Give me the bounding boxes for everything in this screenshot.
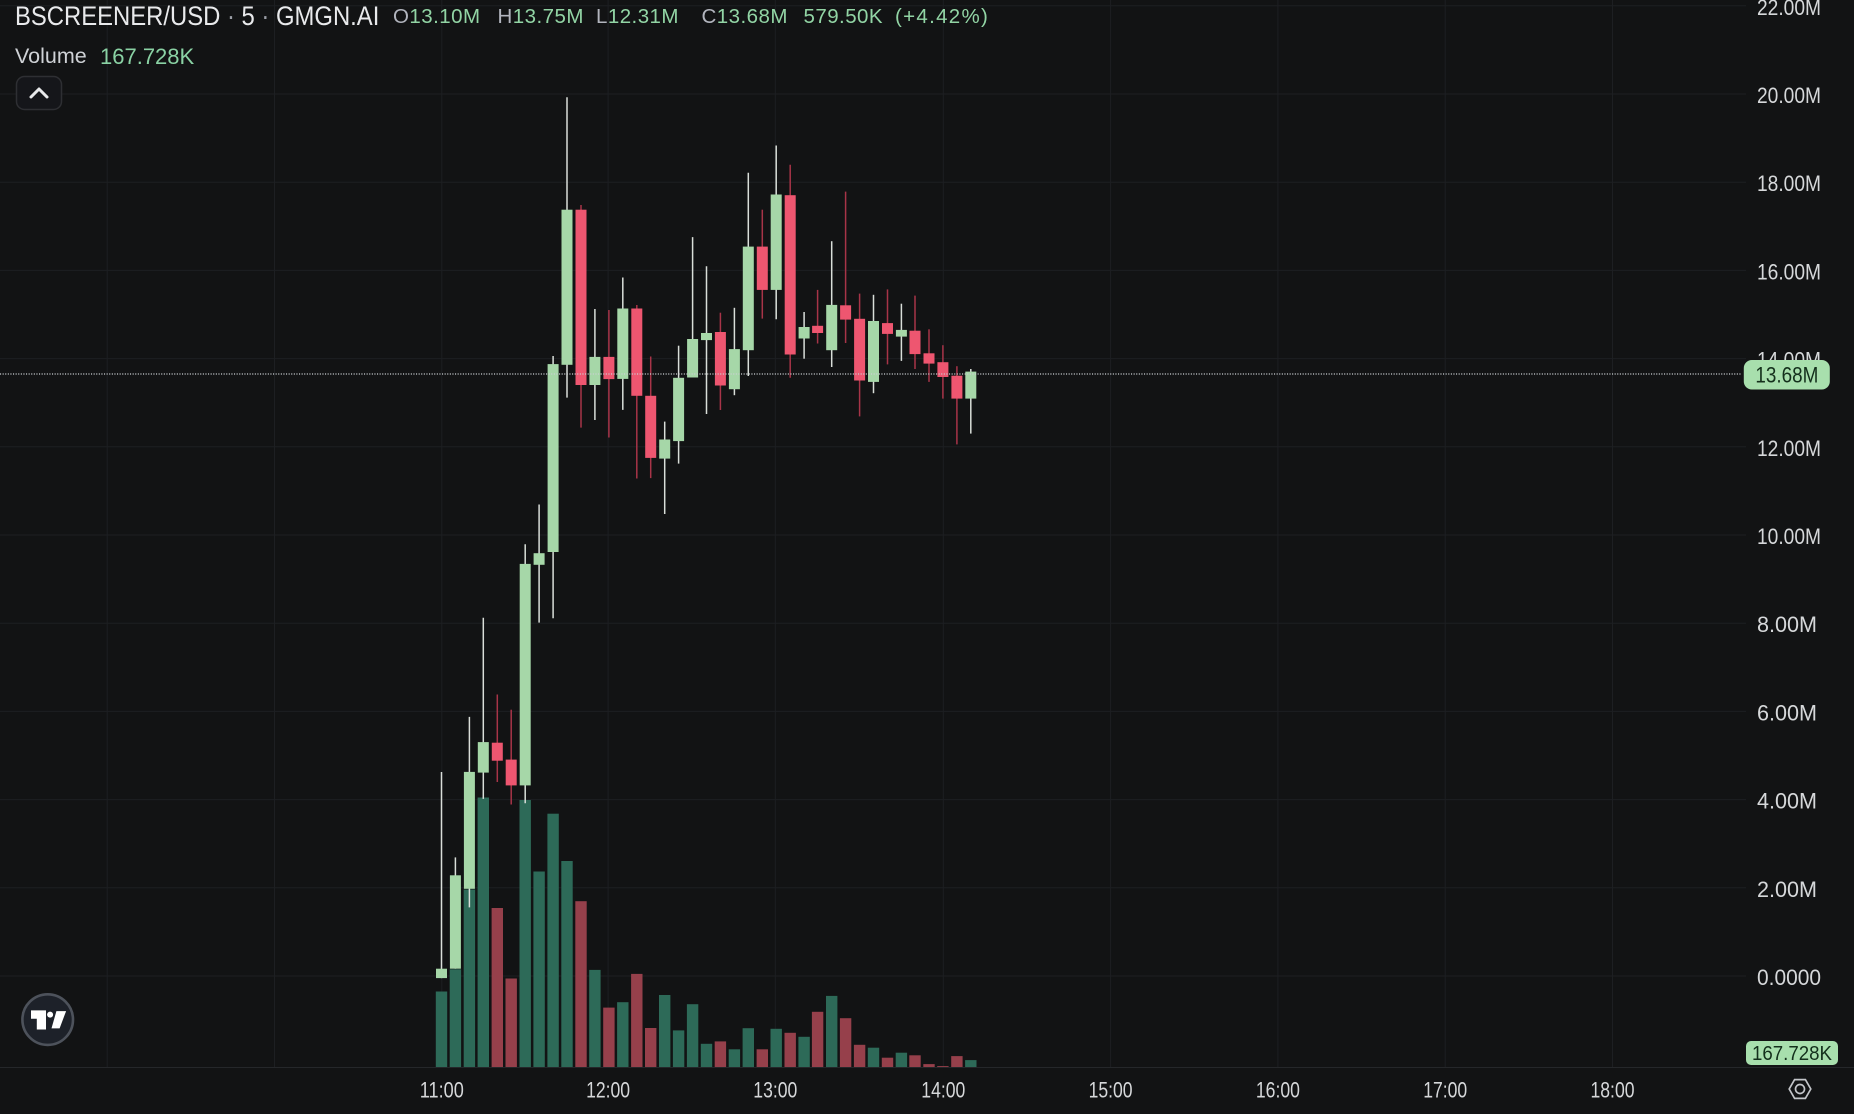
svg-text:0.0000: 0.0000	[1757, 965, 1821, 990]
svg-text:167.728K: 167.728K	[1752, 1042, 1832, 1065]
svg-text:16:00: 16:00	[1256, 1078, 1300, 1103]
svg-text:12:00: 12:00	[586, 1078, 630, 1103]
svg-text:11:00: 11:00	[420, 1078, 464, 1103]
svg-text:12.00M: 12.00M	[1757, 436, 1821, 461]
svg-text:22.00M: 22.00M	[1757, 0, 1821, 20]
svg-text:17:00: 17:00	[1423, 1078, 1467, 1103]
svg-text:13.68M: 13.68M	[1755, 362, 1818, 387]
svg-text:2.00M: 2.00M	[1757, 877, 1817, 902]
svg-text:18:00: 18:00	[1591, 1078, 1635, 1103]
svg-text:18.00M: 18.00M	[1757, 171, 1821, 196]
svg-text:20.00M: 20.00M	[1757, 83, 1821, 108]
svg-text:13:00: 13:00	[753, 1078, 797, 1103]
svg-text:8.00M: 8.00M	[1757, 612, 1817, 637]
svg-text:14:00: 14:00	[921, 1078, 965, 1103]
svg-text:15:00: 15:00	[1089, 1078, 1133, 1103]
svg-text:10.00M: 10.00M	[1757, 524, 1821, 549]
svg-text:4.00M: 4.00M	[1757, 789, 1817, 814]
svg-text:16.00M: 16.00M	[1757, 259, 1821, 284]
svg-text:6.00M: 6.00M	[1757, 700, 1817, 725]
